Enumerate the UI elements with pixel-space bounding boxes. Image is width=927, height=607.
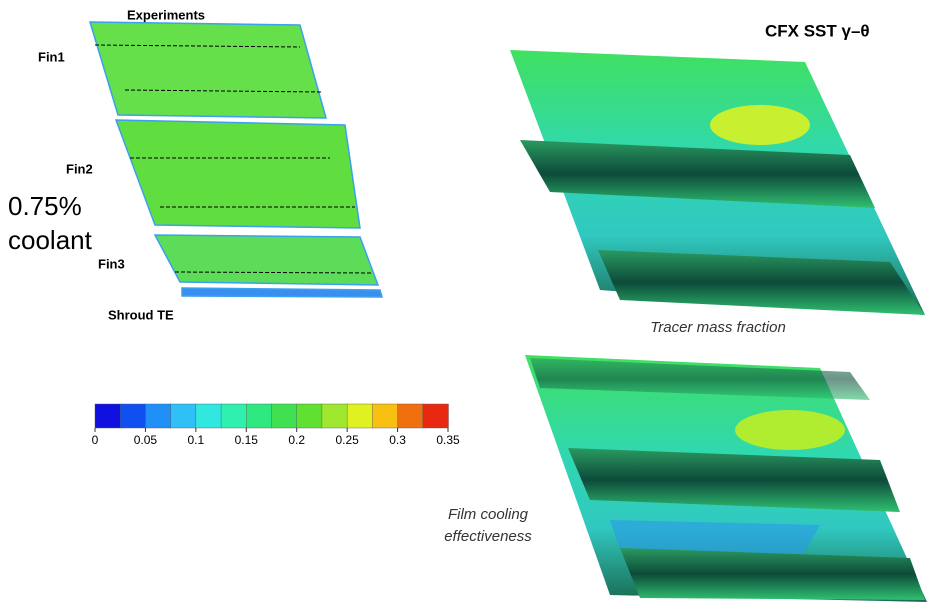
caption: Film cooling: [448, 506, 529, 523]
fin-label: Fin3: [98, 256, 125, 271]
fin-label: Fin2: [66, 161, 93, 176]
colorbar-cell: [95, 404, 121, 428]
colorbar-cell: [145, 404, 171, 428]
colorbar-cell: [322, 404, 348, 428]
figure: Experiments Fin1 Fin2 Fin3 Shroud TE 0.7…: [0, 0, 927, 602]
tick-label: 0.25: [335, 433, 359, 447]
caption: Tracer mass fraction: [650, 319, 786, 336]
caption: effectiveness: [444, 528, 532, 545]
colorbar-cell: [347, 404, 373, 428]
tick-label: 0.05: [134, 433, 158, 447]
tick-label: 0: [92, 433, 99, 447]
title: CFX SST γ–θ: [765, 21, 870, 40]
tick-label: 0.1: [188, 433, 205, 447]
colorbar-cell: [196, 404, 222, 428]
colorbar-cell: [297, 404, 323, 428]
coolant-label: 0.75%: [8, 191, 82, 221]
tick-label: 0.3: [389, 433, 406, 447]
colorbar-cell: [246, 404, 272, 428]
tick-label: 0.15: [235, 433, 259, 447]
colorbar-cell: [398, 404, 424, 428]
shroud-label: Shroud TE: [108, 307, 174, 322]
colorbar-cell: [372, 404, 398, 428]
colorbar-cell: [272, 404, 298, 428]
coolant-label: coolant: [8, 225, 93, 255]
experiments-label: Experiments: [127, 7, 205, 22]
tick-label: 0.2: [288, 433, 305, 447]
colorbar-cell: [423, 404, 449, 428]
colorbar: 0 0.05 0.1 0.15 0.2 0.25 0.3 0.35: [92, 404, 460, 447]
colorbar-cell: [120, 404, 146, 428]
experiment-plates: [90, 22, 382, 297]
colorbar-cell: [221, 404, 247, 428]
tick-label: 0.35: [436, 433, 460, 447]
colorbar-cell: [171, 404, 197, 428]
fin-label: Fin1: [38, 49, 65, 64]
